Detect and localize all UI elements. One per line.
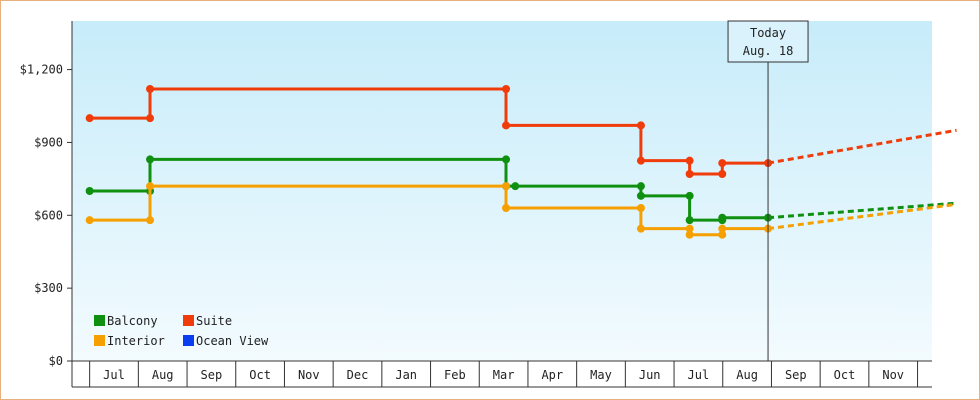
data-point-suite [146, 85, 155, 93]
legend-label-ocean-view: Ocean View [196, 334, 269, 348]
today-date: Aug. 18 [743, 44, 794, 58]
data-point-suite [636, 121, 645, 130]
series-projection-interior [767, 202, 957, 231]
data-point-suite [85, 114, 94, 123]
data-point-balcony [718, 213, 727, 222]
data-point-interior [146, 182, 155, 191]
data-point-suite [718, 159, 727, 168]
x-tick-label: Jun [639, 368, 661, 382]
legend-swatch-interior [94, 335, 105, 346]
x-tick-label: Mar [493, 368, 515, 382]
legend-label-interior: Interior [107, 334, 165, 348]
data-point-interior [718, 224, 727, 233]
data-point-suite [502, 121, 511, 130]
today-label: Today [750, 26, 786, 40]
x-tick-label: Oct [249, 368, 271, 382]
data-point-interior [85, 216, 94, 225]
data-point-balcony [511, 182, 520, 191]
data-point-balcony [146, 155, 155, 164]
data-point-interior [685, 224, 694, 233]
legend-label-suite: Suite [196, 314, 232, 328]
plot-area [72, 21, 932, 361]
series-projection-suite [767, 128, 957, 165]
y-tick-label: $600 [34, 208, 63, 222]
data-point-balcony [85, 187, 94, 195]
data-point-suite [636, 156, 645, 165]
legend-swatch-suite [183, 315, 194, 326]
data-point-interior [685, 230, 694, 239]
data-point-balcony [502, 155, 511, 164]
legend-swatch-balcony [94, 315, 105, 326]
data-point-suite [685, 156, 694, 165]
data-point-interior [718, 230, 727, 239]
data-point-interior [502, 182, 511, 191]
x-tick-label: May [590, 368, 612, 382]
y-tick-label: $300 [34, 281, 63, 295]
x-tick-label: Jul [103, 368, 125, 382]
data-point-suite [718, 170, 727, 178]
y-tick-label: $1,200 [20, 63, 63, 77]
data-point-interior [502, 204, 511, 212]
x-tick-label: Dec [347, 368, 369, 382]
data-point-balcony [685, 191, 694, 200]
x-tick-label: Aug [736, 368, 758, 382]
x-tick-label: Jul [688, 368, 710, 382]
x-tick-label: Oct [834, 368, 856, 382]
x-tick-label: Nov [298, 368, 320, 382]
x-tick-label: Jan [395, 368, 417, 382]
x-tick-label: Apr [541, 368, 563, 382]
y-tick-label: $900 [34, 135, 63, 149]
data-point-balcony [636, 182, 645, 191]
legend-swatch-ocean-view [183, 335, 194, 346]
data-point-suite [502, 85, 511, 93]
data-point-suite [685, 170, 694, 178]
x-tick-label: Nov [882, 368, 904, 382]
data-point-suite [146, 114, 155, 123]
data-point-interior [146, 216, 155, 225]
y-tick-label: $0 [49, 354, 63, 368]
data-point-interior [636, 204, 645, 212]
x-tick-label: Sep [785, 368, 807, 382]
legend-label-balcony: Balcony [107, 314, 158, 328]
today-box [727, 20, 809, 63]
x-tick-label: Feb [444, 368, 466, 382]
data-point-interior [636, 224, 645, 233]
x-tick-label: Sep [201, 368, 223, 382]
series-projection-balcony [767, 201, 957, 220]
x-tick-label: Aug [152, 368, 174, 382]
data-point-balcony [636, 191, 645, 200]
data-point-balcony [685, 216, 694, 225]
